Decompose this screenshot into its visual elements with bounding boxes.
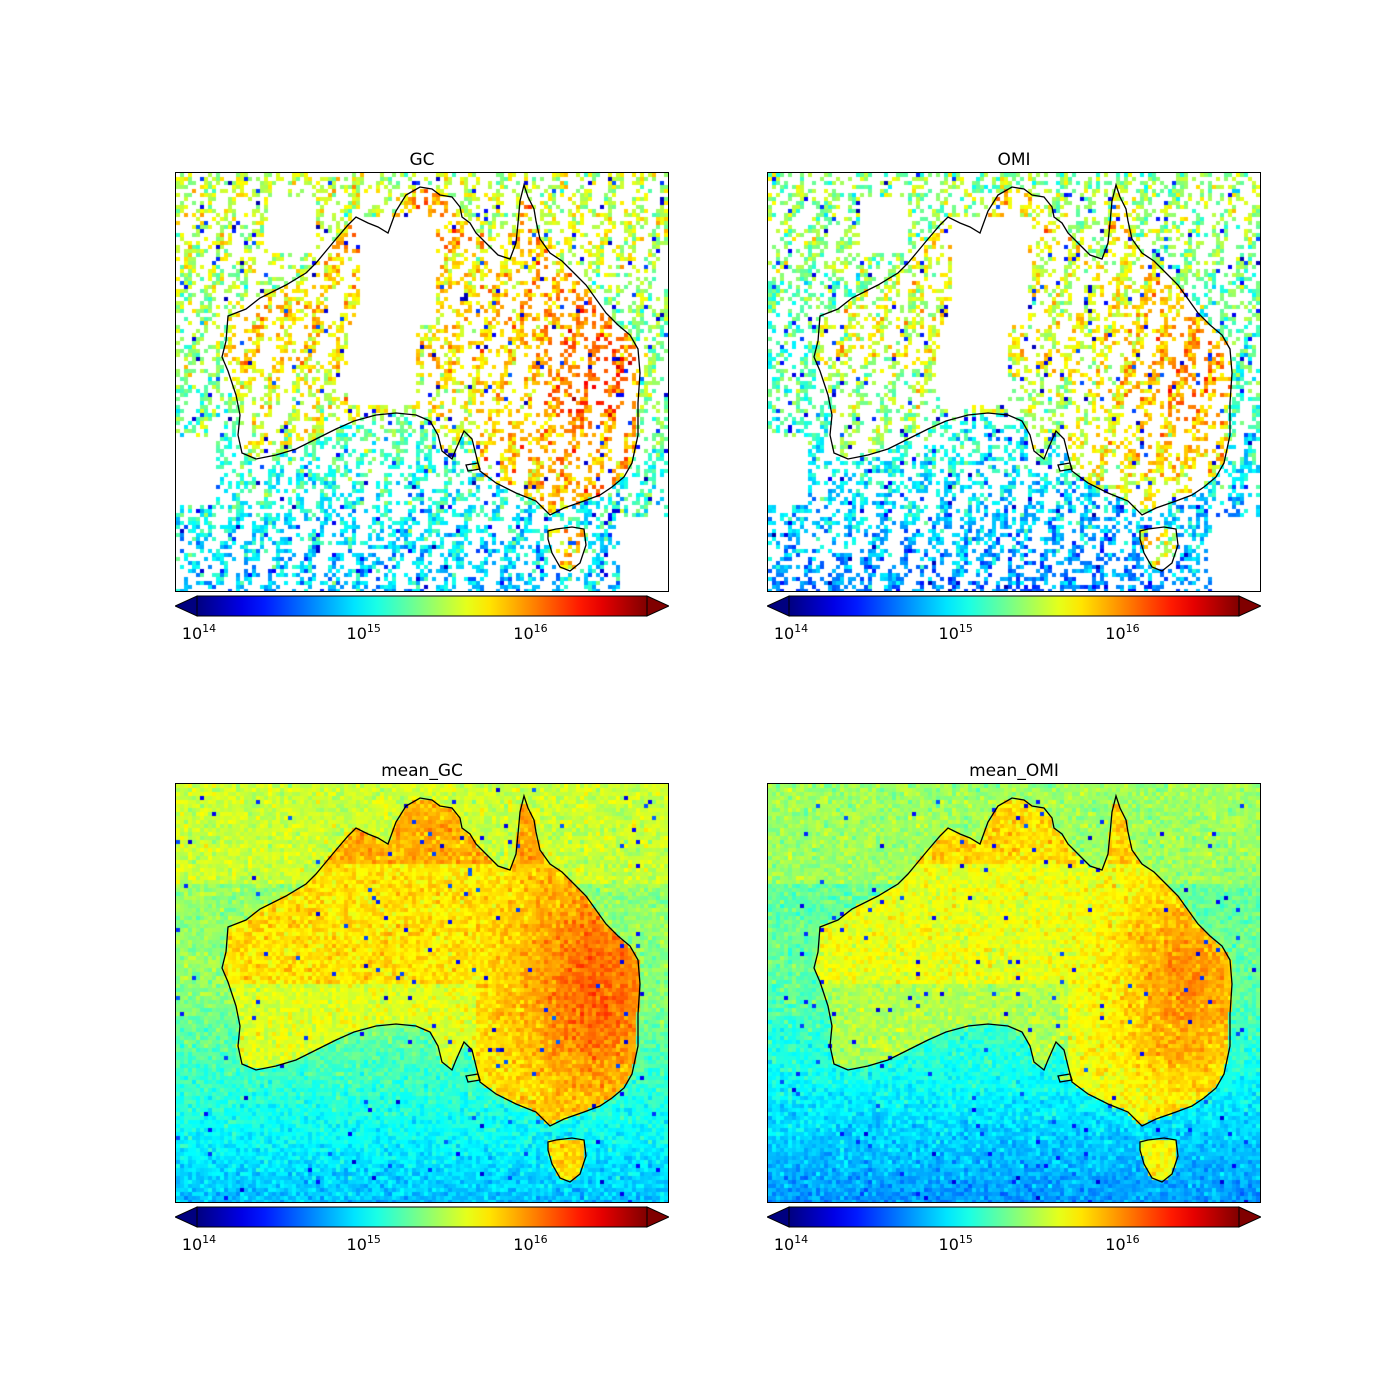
omi-heatmap bbox=[768, 173, 1260, 591]
colorbar-extend-max bbox=[646, 1206, 669, 1228]
colorbar bbox=[767, 1206, 1261, 1228]
colorbar-tick-label: 1015 bbox=[938, 1233, 973, 1254]
map-gc bbox=[175, 172, 669, 592]
colorbar-tick-label: 1014 bbox=[773, 622, 809, 643]
colorbar-ticks: 1014 1015 1016 bbox=[767, 622, 1261, 648]
map-omi bbox=[767, 172, 1261, 592]
colorbar-tick-label: 1016 bbox=[1105, 622, 1140, 643]
coastline-tasmania bbox=[1139, 526, 1179, 572]
colorbar-extend-min bbox=[175, 595, 198, 617]
colorbar-tick-label: 1015 bbox=[346, 622, 381, 643]
coastline-mainland bbox=[221, 793, 641, 1127]
colorbar-tick-label: 1016 bbox=[513, 1233, 548, 1254]
colorbar-gradient bbox=[788, 1206, 1240, 1228]
colorbar-tick-label: 1016 bbox=[513, 622, 548, 643]
coastline bbox=[813, 793, 1233, 1183]
panel-title: OMI bbox=[997, 150, 1031, 170]
colorbar-tick-label: 1015 bbox=[346, 1233, 381, 1254]
coastline-tasmania bbox=[547, 1137, 587, 1183]
colorbar-gradient bbox=[196, 1206, 648, 1228]
coastline-island bbox=[1057, 462, 1073, 472]
colorbar-extend-min bbox=[175, 1206, 198, 1228]
colorbar-tick-label: 1014 bbox=[181, 622, 217, 643]
mean-gc-heatmap bbox=[176, 784, 668, 1202]
colorbar-extend-max bbox=[1238, 595, 1261, 617]
colorbar bbox=[175, 1206, 669, 1228]
coastline-mainland bbox=[221, 182, 641, 516]
coastline-mainland bbox=[813, 182, 1233, 516]
colorbar-gradient bbox=[788, 595, 1240, 617]
panel-title: mean_GC bbox=[381, 761, 463, 781]
colorbar-ticks: 1014 1015 1016 bbox=[175, 622, 669, 648]
colorbar bbox=[767, 595, 1261, 617]
coastline bbox=[813, 182, 1233, 572]
coastline-tasmania bbox=[1139, 1137, 1179, 1183]
coastline-tasmania bbox=[547, 526, 587, 572]
colorbar-tick-label: 1014 bbox=[181, 1233, 217, 1254]
colorbar bbox=[175, 595, 669, 617]
colorbar-ticks: 1014 1015 1016 bbox=[175, 1233, 669, 1259]
colorbar-tick-label: 1016 bbox=[1105, 1233, 1140, 1254]
panel-title: mean_OMI bbox=[969, 761, 1059, 781]
coastline bbox=[221, 182, 641, 572]
coastline-island bbox=[1057, 1073, 1073, 1083]
gc-heatmap bbox=[176, 173, 668, 591]
colorbar-ticks: 1014 1015 1016 bbox=[767, 1233, 1261, 1259]
colorbar-extend-max bbox=[646, 595, 669, 617]
coastline-mainland bbox=[813, 793, 1233, 1127]
colorbar-tick-label: 1014 bbox=[773, 1233, 809, 1254]
colorbar-gradient bbox=[196, 595, 648, 617]
coastline-island bbox=[465, 1073, 481, 1083]
colorbar-extend-min bbox=[767, 595, 790, 617]
colorbar-extend-max bbox=[1238, 1206, 1261, 1228]
map-mean-omi bbox=[767, 783, 1261, 1203]
mean-omi-heatmap bbox=[768, 784, 1260, 1202]
map-mean-gc bbox=[175, 783, 669, 1203]
colorbar-extend-min bbox=[767, 1206, 790, 1228]
coastline bbox=[221, 793, 641, 1183]
panel-title: GC bbox=[409, 150, 435, 170]
colorbar-tick-label: 1015 bbox=[938, 622, 973, 643]
coastline-island bbox=[465, 462, 481, 472]
